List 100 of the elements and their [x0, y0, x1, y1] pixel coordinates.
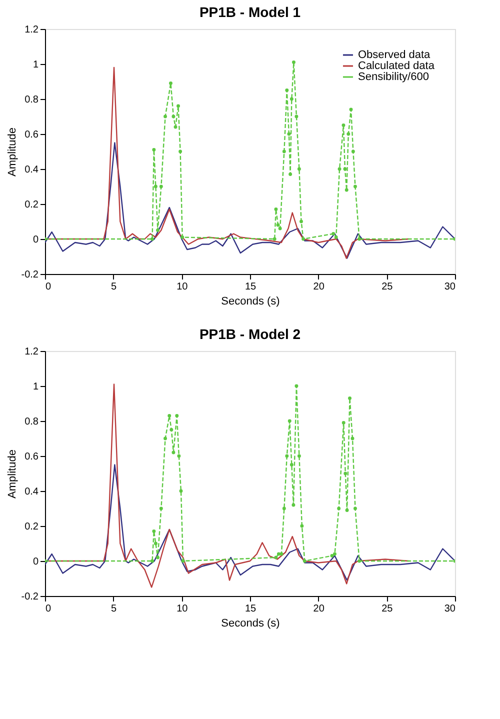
- point: [302, 559, 306, 563]
- point: [287, 132, 291, 136]
- point: [344, 188, 348, 192]
- y-tick-label: 0.2: [24, 522, 39, 532]
- point: [172, 114, 176, 118]
- x-axis-title: Seconds (s): [221, 618, 280, 630]
- point: [152, 530, 156, 533]
- point: [282, 506, 286, 510]
- x-tick-label: 20: [313, 282, 325, 292]
- legend-label: Observed data: [358, 49, 432, 61]
- point: [154, 184, 158, 188]
- point: [351, 150, 355, 154]
- point: [150, 559, 154, 563]
- line-series: [45, 464, 455, 581]
- x-tick-label: 15: [244, 604, 256, 614]
- y-tick-label: 1.2: [24, 346, 39, 358]
- x-tick-label: 5: [111, 282, 118, 292]
- point: [294, 114, 298, 118]
- point: [292, 503, 296, 507]
- y-tick-label: 1: [32, 60, 39, 70]
- point: [164, 436, 167, 440]
- point: [179, 489, 183, 493]
- point: [274, 208, 278, 211]
- point: [285, 88, 289, 92]
- point: [290, 97, 294, 101]
- y-tick-label: 0: [32, 234, 39, 246]
- point: [288, 172, 292, 176]
- x-tick-label: 30: [444, 282, 456, 292]
- point: [177, 454, 181, 458]
- point: [174, 125, 178, 129]
- point: [300, 524, 304, 528]
- point: [290, 463, 294, 466]
- point: [164, 114, 167, 118]
- x-tick-label: 5: [111, 604, 118, 614]
- point: [330, 554, 334, 558]
- y-tick-label: 0: [32, 556, 39, 568]
- point: [332, 232, 336, 236]
- chart-title: PP1B - Model 2: [199, 326, 301, 342]
- point: [280, 552, 284, 556]
- point: [169, 82, 172, 85]
- point: [180, 236, 184, 239]
- x-tick-label: 0: [46, 604, 52, 614]
- point: [358, 559, 362, 563]
- point: [282, 150, 286, 154]
- point: [358, 237, 362, 241]
- point: [159, 506, 163, 510]
- point: [178, 150, 182, 154]
- x-tick-label: 10: [176, 282, 188, 292]
- point: [349, 108, 353, 112]
- point: [338, 167, 342, 171]
- point: [354, 184, 357, 188]
- point: [156, 228, 160, 232]
- point: [343, 167, 347, 171]
- x-tick-label: 25: [382, 604, 394, 614]
- point: [302, 237, 306, 241]
- y-tick-label: 1: [32, 382, 39, 392]
- point: [272, 237, 276, 241]
- point: [274, 556, 278, 560]
- point: [150, 237, 154, 241]
- x-tick-label: 30: [444, 604, 456, 614]
- point: [337, 506, 341, 510]
- point: [354, 506, 357, 510]
- point: [276, 223, 280, 227]
- point: [176, 104, 180, 108]
- line-series: [45, 142, 455, 259]
- y-tick-label: 0.8: [24, 94, 39, 106]
- point: [152, 148, 156, 152]
- legend-label: Sensibility/600: [358, 71, 429, 83]
- point: [300, 220, 303, 224]
- point: [154, 542, 158, 546]
- point: [294, 384, 298, 388]
- point: [333, 552, 336, 556]
- y-axis-title: Amplitude: [6, 450, 18, 498]
- y-tick-label: -0.2: [21, 270, 39, 280]
- y-axis-title: Amplitude: [6, 128, 18, 176]
- point: [292, 60, 296, 64]
- point: [285, 454, 289, 458]
- point: [172, 450, 176, 454]
- x-tick-label: 25: [382, 282, 394, 292]
- point: [159, 184, 163, 188]
- point: [334, 236, 338, 239]
- point: [348, 396, 352, 400]
- y-tick-label: 1.2: [24, 24, 39, 36]
- chart-title: PP1B - Model 1: [199, 4, 301, 20]
- point: [168, 414, 172, 418]
- point: [175, 414, 179, 418]
- point: [297, 167, 301, 171]
- point: [342, 421, 346, 424]
- point: [350, 436, 354, 440]
- x-tick-label: 20: [313, 604, 325, 614]
- x-tick-label: 10: [176, 604, 188, 614]
- y-tick-label: 0.6: [24, 130, 39, 140]
- y-tick-label: 0.8: [24, 416, 39, 428]
- y-tick-label: 0.2: [24, 200, 39, 210]
- x-axis-title: Seconds (s): [221, 296, 280, 308]
- point: [288, 419, 292, 423]
- point: [345, 508, 349, 512]
- legend-label: Calculated data: [358, 60, 436, 72]
- point: [344, 472, 348, 476]
- point: [278, 226, 282, 230]
